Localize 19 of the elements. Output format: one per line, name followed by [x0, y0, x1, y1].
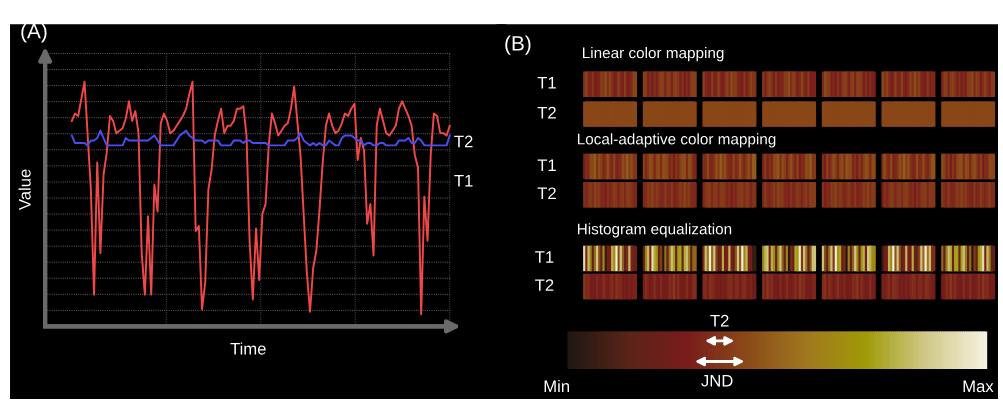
text: JND: [701, 374, 733, 387]
text: T2: [537, 187, 556, 200]
text: Min: [544, 379, 570, 393]
text: T2: [537, 106, 556, 119]
text: Max: [963, 380, 994, 393]
text: T2: [710, 314, 729, 327]
chart-title: (A): [21, 23, 47, 43]
series-label: T2: [454, 135, 473, 148]
text: (B): [505, 35, 531, 55]
text: T1: [537, 159, 556, 171]
text: Linear color mapping: [582, 47, 724, 62]
text: Local-adaptive color mapping: [577, 133, 776, 148]
text: T1: [535, 251, 554, 263]
text: T2: [535, 279, 554, 291]
y-axis-title: Value: [18, 169, 31, 211]
x-axis-title: Time: [230, 342, 266, 355]
text: T1: [537, 76, 556, 89]
text: Histogram equalization: [577, 223, 732, 238]
series-label: T1: [454, 174, 473, 187]
